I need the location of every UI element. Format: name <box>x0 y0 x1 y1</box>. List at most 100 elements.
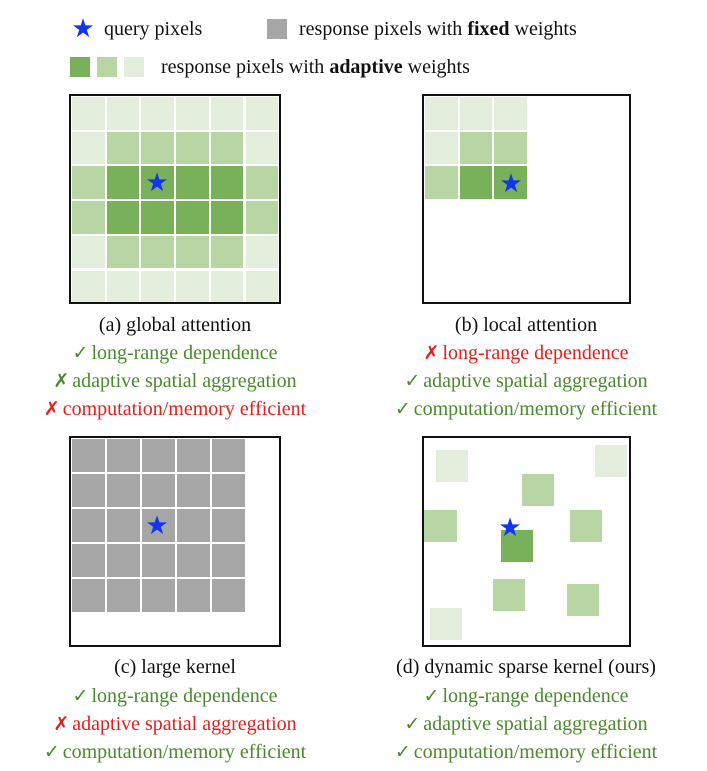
prop-text: long-range dependence <box>442 342 629 364</box>
panel-global-attention: ★ <box>69 94 281 304</box>
grid-cell <box>71 543 106 578</box>
legend-fixed-swatch <box>267 19 287 39</box>
prop-text: computation/memory efficient <box>413 741 658 763</box>
status-mark-icon: ✗ <box>423 342 440 364</box>
prop-dynamic-efficient: ✓ computation/memory efficient <box>351 738 701 766</box>
legend-fixed-suffix: weights <box>509 18 577 40</box>
grid-cell <box>175 130 210 166</box>
grid-cell <box>71 200 106 235</box>
grid-cell <box>141 543 176 578</box>
query-star-icon: ★ <box>145 511 169 540</box>
prop-global-adaptive: ✗ adaptive spatial aggregation <box>0 367 350 395</box>
grid-cell <box>105 234 141 270</box>
prop-dynamic-longrange: ✓ long-range dependence <box>351 682 701 710</box>
status-mark-icon: ✓ <box>72 685 89 707</box>
grid-cell <box>244 269 279 302</box>
grid-cell <box>458 96 493 131</box>
grid-cell <box>176 543 211 578</box>
grid-cell <box>211 578 246 613</box>
caption-large-kernel: (c) large kernel <box>114 656 236 678</box>
status-mark-icon: ✗ <box>43 398 60 420</box>
prop-text: computation/memory efficient <box>62 741 307 763</box>
grid-cell <box>175 269 210 302</box>
legend-query-label: query pixels <box>104 18 203 40</box>
grid-cell <box>211 438 246 473</box>
query-star-icon: ★ <box>498 513 522 542</box>
prop-text: long-range dependence <box>91 342 278 364</box>
query-star-icon: ★ <box>499 169 523 198</box>
status-mark-icon: ✓ <box>394 741 411 763</box>
grid-cell <box>106 578 141 613</box>
prop-text: long-range dependence <box>91 685 278 707</box>
grid-cell <box>244 200 279 235</box>
legend-adaptive-label: response pixels with adaptive weights <box>161 55 470 79</box>
prop-large-efficient: ✓ computation/memory efficient <box>0 738 350 766</box>
query-star-icon: ★ <box>71 14 95 43</box>
grid-cell <box>211 473 246 508</box>
sparse-cell-mid <box>492 578 526 612</box>
grid-cell <box>175 200 210 235</box>
grid-cell <box>141 438 176 473</box>
grid-cell <box>71 578 106 613</box>
legend-adaptive-swatch-dark <box>70 57 90 77</box>
grid-cell <box>140 200 176 235</box>
prop-global-longrange: ✓ long-range dependence <box>0 339 350 367</box>
status-mark-icon: ✓ <box>72 342 89 364</box>
sparse-cell-mid <box>521 473 555 507</box>
grid-cell <box>211 543 246 578</box>
legend-adaptive-suffix: weights <box>402 56 470 78</box>
grid-cell <box>209 269 245 302</box>
prop-local-adaptive: ✓ adaptive spatial aggregation <box>351 367 701 395</box>
grid-cell <box>176 508 211 543</box>
grid-cell <box>493 165 528 200</box>
grid-cell <box>105 200 141 235</box>
status-mark-icon: ✗ <box>53 713 70 735</box>
grid-cell <box>493 130 528 165</box>
prop-large-longrange: ✓ long-range dependence <box>0 682 350 710</box>
status-mark-icon: ✓ <box>404 713 421 735</box>
prop-local-longrange: ✗ long-range dependence <box>351 339 701 367</box>
grid-cell <box>209 130 245 166</box>
grid-cell <box>458 165 493 200</box>
grid-cell <box>140 130 176 166</box>
status-mark-icon: ✓ <box>423 685 440 707</box>
grid-cell <box>209 165 245 201</box>
grid-cell <box>106 543 141 578</box>
grid-cell <box>424 96 459 131</box>
status-mark-icon: ✓ <box>404 370 421 392</box>
grid-cell <box>106 438 141 473</box>
grid-cell <box>141 578 176 613</box>
grid-cell <box>209 200 245 235</box>
prop-text: adaptive spatial aggregation <box>423 370 648 392</box>
grid-cell <box>105 96 141 131</box>
sparse-cell-light <box>435 449 469 483</box>
status-mark-icon: ✗ <box>53 370 70 392</box>
grid-cell <box>141 473 176 508</box>
prop-global-efficient: ✗ computation/memory efficient <box>0 395 350 423</box>
legend-adaptive-swatch-light <box>124 57 144 77</box>
grid-cell <box>175 234 210 270</box>
grid-cell <box>140 165 176 201</box>
grid-cell <box>209 234 245 270</box>
legend-fixed-label: response pixels with fixed weights <box>299 17 577 41</box>
grid-cell <box>176 438 211 473</box>
legend-fixed-prefix: response pixels with <box>299 18 468 40</box>
grid-cell <box>209 96 245 131</box>
grid-cell <box>71 269 106 302</box>
grid-cell <box>71 96 106 131</box>
sparse-cell-light <box>594 444 628 478</box>
sparse-cell-mid <box>424 509 458 543</box>
prop-text: long-range dependence <box>442 685 629 707</box>
caption-dynamic-sparse-kernel: (d) dynamic sparse kernel (ours) <box>396 656 656 678</box>
status-mark-icon: ✓ <box>394 398 411 420</box>
grid-cell <box>105 269 141 302</box>
grid-cell <box>424 165 459 200</box>
prop-large-adaptive: ✗ adaptive spatial aggregation <box>0 710 350 738</box>
grid-cell <box>244 96 279 131</box>
grid-cell <box>211 508 246 543</box>
grid-cell <box>71 165 106 201</box>
grid-cell <box>244 234 279 270</box>
prop-local-efficient: ✓ computation/memory efficient <box>351 395 701 423</box>
query-star-icon: ★ <box>145 168 169 197</box>
panel-large-kernel: ★ <box>69 436 281 647</box>
